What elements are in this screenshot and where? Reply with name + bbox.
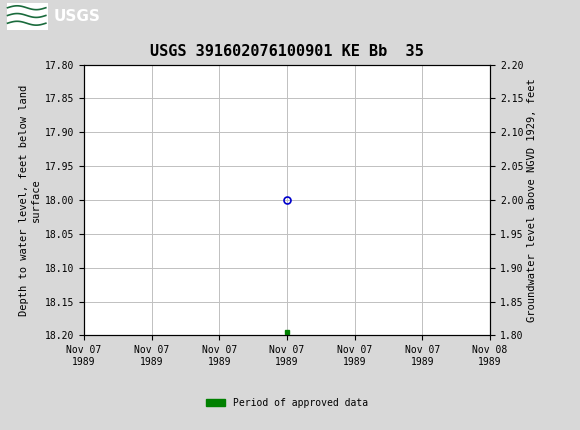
Y-axis label: Groundwater level above NGVD 1929, feet: Groundwater level above NGVD 1929, feet	[527, 78, 538, 322]
Bar	[7, 3, 48, 30]
Legend: Period of approved data: Period of approved data	[202, 394, 372, 412]
Y-axis label: Depth to water level, feet below land
surface: Depth to water level, feet below land su…	[19, 84, 41, 316]
Text: USGS: USGS	[53, 9, 100, 24]
Title: USGS 391602076100901 KE Bb  35: USGS 391602076100901 KE Bb 35	[150, 44, 424, 59]
